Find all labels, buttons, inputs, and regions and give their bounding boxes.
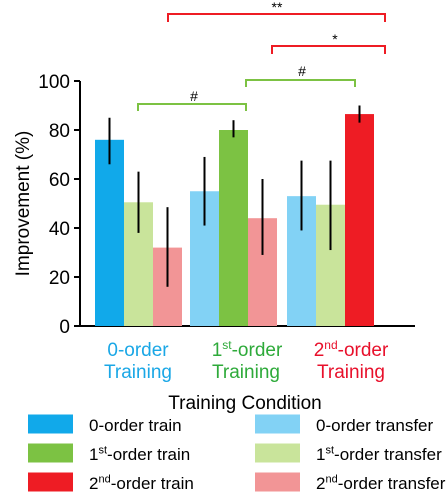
legend-label: 2nd-order transfer <box>316 474 446 493</box>
legend-swatch <box>255 414 300 434</box>
bar <box>345 114 374 326</box>
legend-swatch <box>28 443 73 463</box>
legend-swatch <box>255 472 300 492</box>
group-label-line1: 1st-order <box>212 338 283 361</box>
sig-bracket-a-label: # <box>190 88 198 104</box>
legend-label: 0-order train <box>89 416 182 435</box>
x-axis-label: Training Condition <box>168 393 322 414</box>
group-label-line2: Training <box>317 362 385 383</box>
legend-swatch <box>28 414 73 434</box>
y-tick-label: 60 <box>49 170 70 191</box>
group-label-line2: Training <box>104 362 172 383</box>
sig-bracket-b <box>245 79 356 87</box>
bar <box>95 139 124 326</box>
group-label-line1: 0-order <box>107 340 169 361</box>
legend-swatch <box>255 443 300 463</box>
sig-bracket-b-label: # <box>298 63 306 79</box>
legend-label: 0-order transfer <box>316 416 433 435</box>
y-tick-label: 100 <box>38 72 70 93</box>
group-label-line1: 2nd-order <box>314 338 389 361</box>
y-tick-label: 20 <box>49 268 70 289</box>
sig-bracket-c-label: * <box>332 31 338 47</box>
y-tick-label: 40 <box>49 219 70 240</box>
sig-bracket-d-label: ** <box>272 0 283 15</box>
legend-swatch <box>28 472 73 492</box>
y-tick-label: 0 <box>59 317 70 338</box>
sig-bracket-c <box>271 45 386 54</box>
y-tick-label: 80 <box>49 121 70 142</box>
group-label-line2: Training <box>212 362 280 383</box>
legend-label: 1st-order transfer <box>316 445 442 464</box>
legend-label: 2nd-order train <box>89 474 194 493</box>
y-axis-label: Improvement (%) <box>13 131 34 277</box>
legend-label: 1st-order train <box>89 445 190 464</box>
bar <box>219 130 248 326</box>
sig-bracket-a <box>137 103 247 111</box>
sig-bracket-d <box>167 13 386 22</box>
